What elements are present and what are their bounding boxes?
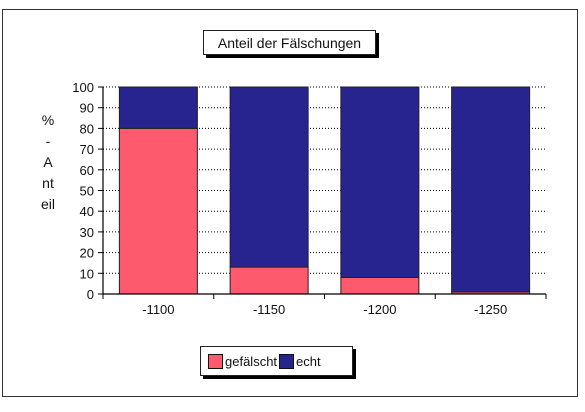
bar-genuine: [340, 86, 420, 278]
legend-swatch-fake: [208, 353, 223, 369]
bar-fake: [340, 276, 420, 295]
y-tick-label: 70: [80, 142, 94, 157]
y-tick-label: 60: [80, 163, 94, 178]
x-tick-label: -1200: [363, 302, 396, 317]
y-tick-label: 20: [80, 246, 94, 261]
y-tick-label: 0: [87, 287, 94, 302]
y-tick-label: 30: [80, 225, 94, 240]
bar-genuine: [229, 86, 309, 268]
chart-title: Anteil der Fälschungen: [217, 34, 362, 51]
y-tick-label: 10: [80, 266, 94, 281]
legend-label-genuine: echt: [296, 353, 321, 369]
x-tick-label: -1150: [253, 302, 285, 317]
legend-item-genuine: echt: [279, 353, 321, 369]
legend-swatch-genuine: [279, 353, 295, 369]
chart-title-box: Anteil der Fälschungen: [203, 30, 376, 55]
bar-fake: [229, 266, 309, 295]
bar-genuine: [451, 86, 531, 293]
y-axis-label: % - Anteil: [40, 112, 55, 212]
bar-genuine: [118, 86, 198, 129]
y-tick-label: 100: [72, 80, 94, 95]
x-tick-label: -1250: [474, 302, 507, 317]
y-tick-label: 40: [80, 204, 94, 219]
x-tick-label: -1100: [142, 302, 174, 317]
legend-item-fake: gefälscht: [208, 353, 278, 369]
y-tick-label: 90: [80, 101, 94, 116]
bar-fake: [118, 127, 198, 295]
legend: gefälscht echt: [200, 346, 353, 376]
y-tick-label: 80: [80, 121, 94, 136]
y-tick-label: 50: [80, 184, 94, 199]
legend-label-fake: gefälscht: [225, 353, 278, 369]
